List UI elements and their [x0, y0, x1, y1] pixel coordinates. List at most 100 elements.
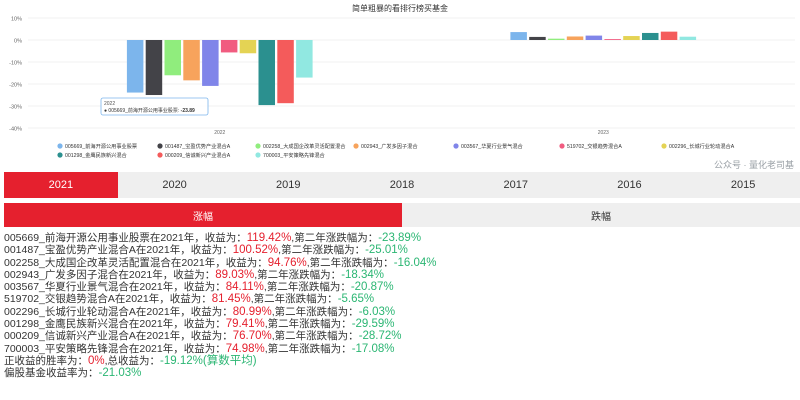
result-gain: 100.52% — [232, 244, 279, 257]
chart-title: 简单粗暴的看排行榜买基金 — [352, 3, 448, 13]
tooltip-line: ● 005669_前海开源公用事业股票: -23.89 — [104, 107, 195, 114]
result-mid: ,第二年涨跌幅为： — [278, 244, 366, 257]
results-list: 005669_前海开源公用事业股票在2021年，收益为：119.42%,第二年涨… — [4, 232, 794, 380]
total-return-value: -19.12%(算数平均) — [160, 354, 257, 367]
benchmark-label: 偏股基金收益率为： — [4, 367, 99, 380]
result-prefix: 700003_平安策略先锋混合在2021年，收益为： — [4, 342, 226, 355]
legend-label: 005669_前海开源公用事业股票 — [65, 142, 137, 150]
tab-year-2018[interactable]: 2018 — [389, 179, 415, 191]
result-prefix: 002943_广发多因子混合在2021年，收益为： — [4, 268, 216, 281]
tooltip-value: -23.89 — [181, 108, 195, 114]
result-row: 001298_金鹰民族新兴混合在2021年，收益为：79.41%,第二年涨跌幅为… — [4, 318, 794, 330]
result-next: -29.59% — [351, 318, 395, 331]
tab-gain[interactable]: 涨幅 — [4, 203, 402, 227]
result-mid: ,第二年涨跌幅为： — [254, 268, 342, 281]
legend-label: 002943_广发多因子混合 — [361, 142, 418, 150]
legend-label: 000209_信诚新兴产业混合A — [165, 151, 231, 159]
win-rate-value: 0% — [88, 354, 105, 367]
tooltip-box — [100, 97, 209, 116]
legend-marker — [57, 152, 63, 158]
tab-year-2016[interactable]: 2016 — [617, 179, 642, 191]
legend-label: 519702_交银趋势混合A — [567, 142, 622, 150]
tab-year-2019[interactable]: 2019 — [276, 179, 301, 191]
result-row: 003567_华夏行业景气混合在2021年，收益为：84.11%,第二年涨跌幅为… — [4, 281, 794, 293]
chart-svg: 简单粗暴的看排行榜买基金 10% 0% -10% -20% -30% -40% 2022 202… — [9, 3, 795, 159]
result-gain: 81.45% — [211, 293, 251, 306]
legend-marker — [661, 143, 667, 149]
bar — [258, 40, 275, 106]
total-return-label: ,总收益为： — [104, 354, 161, 367]
summary-row: 正收益的胜率为：0%,总收益为：-19.12%(算数平均) — [4, 355, 794, 367]
y-tick-label: 10% — [11, 17, 22, 23]
result-mid: ,第二年涨跌幅为： — [271, 330, 359, 343]
result-prefix: 519702_交银趋势混合A在2021年，收益为： — [4, 293, 212, 306]
bar — [566, 36, 584, 40]
y-tick-label: -20% — [9, 83, 22, 89]
benchmark-value: -21.03% — [98, 367, 142, 380]
result-prefix: 002258_大成国企改革灵活配置混合在2021年，收益为： — [4, 256, 268, 269]
legend-label: 001487_宝盈优势产业混合A — [165, 142, 231, 150]
bar — [660, 31, 678, 40]
result-gain: 74.98% — [225, 342, 265, 355]
result-gain: 89.03% — [215, 268, 255, 281]
year-tabs: 2021 2020 2019 2018 2017 2016 2015 — [4, 172, 800, 198]
result-mid: ,第二年涨跌幅为： — [271, 305, 359, 318]
bar — [164, 40, 181, 76]
result-prefix: 000209_信诚新兴产业混合A在2021年，收益为： — [4, 330, 233, 343]
legend-label: 002258_大成国企改革灵活配置混合 — [263, 142, 346, 150]
y-tick-label: -30% — [9, 105, 22, 111]
legend-marker — [559, 143, 565, 149]
result-row: 002943_广发多因子混合在2021年，收益为：89.03%,第二年涨跌幅为：… — [4, 269, 794, 281]
result-row: 000209_信诚新兴产业混合A在2021年，收益为：76.70%,第二年涨跌幅… — [4, 330, 794, 342]
legend-marker — [57, 143, 63, 149]
bar — [145, 40, 163, 96]
x-tick-label: 2023 — [598, 130, 609, 136]
y-tick-label: 0% — [14, 39, 22, 45]
result-gain: 76.70% — [232, 330, 272, 343]
bar-chart: 简单粗暴的看排行榜买基金 10% 0% -10% -20% -30% -40% 2022 202… — [0, 0, 800, 172]
legend-marker — [255, 143, 261, 149]
result-prefix: 002296_长城行业轮动混合A在2021年，收益为： — [4, 305, 233, 318]
legend-marker — [157, 143, 163, 149]
result-row: 005669_前海开源公用事业股票在2021年，收益为：119.42%,第二年涨… — [4, 232, 794, 244]
tab-year-2015[interactable]: 2015 — [730, 179, 756, 191]
result-gain: 119.42% — [246, 232, 292, 244]
win-rate-label: 正收益的胜率为： — [4, 354, 88, 367]
bar — [277, 40, 294, 104]
legend-label: 700003_平安策略先锋混合 — [263, 151, 326, 159]
result-mid: ,第二年涨跌幅为： — [291, 232, 379, 244]
bar — [623, 36, 640, 40]
tooltip-category: 2022 — [104, 101, 115, 107]
result-next: -25.01% — [365, 244, 408, 257]
bar — [202, 40, 219, 86]
bar — [604, 39, 621, 40]
result-next: -23.89% — [378, 232, 422, 244]
bar — [183, 40, 200, 81]
legend-marker — [157, 152, 163, 158]
result-row: 519702_交银趋势混合A在2021年，收益为：81.45%,第二年涨跌幅为：… — [4, 293, 794, 305]
result-mid: ,第二年涨跌幅为： — [264, 342, 352, 355]
result-gain: 94.76% — [267, 256, 307, 269]
x-tick-label: 2022 — [214, 130, 225, 136]
result-mid: ,第二年涨跌幅为： — [250, 293, 338, 306]
legend-label: 003567_华夏行业景气混合 — [461, 142, 524, 150]
bar — [679, 36, 697, 40]
tab-year-2021[interactable]: 2021 — [4, 172, 118, 198]
result-next: -16.04% — [393, 256, 437, 269]
result-prefix: 005669_前海开源公用事业股票在2021年，收益为： — [4, 232, 247, 244]
result-gain: 80.99% — [232, 305, 272, 318]
result-row: 700003_平安策略先锋混合在2021年，收益为：74.98%,第二年涨跌幅为… — [4, 343, 794, 355]
y-tick-label: -10% — [9, 61, 22, 67]
result-gain: 84.11% — [225, 281, 264, 294]
result-gain: 79.41% — [225, 318, 265, 331]
result-prefix: 001487_宝盈优势产业混合A在2021年，收益为： — [4, 244, 233, 257]
result-prefix: 003567_华夏行业景气混合在2021年，收益为： — [4, 281, 226, 294]
result-next: -6.03% — [358, 305, 396, 318]
legend-marker — [353, 143, 359, 149]
bar — [126, 40, 144, 93]
legend-label: 002296_长城行业轮动混合A — [669, 142, 735, 150]
benchmark-row: 偏股基金收益率为：-21.03% — [4, 367, 794, 379]
tab-year-2020[interactable]: 2020 — [162, 179, 187, 191]
tab-year-2017[interactable]: 2017 — [503, 179, 528, 191]
tab-loss[interactable]: 跌幅 — [591, 211, 611, 223]
